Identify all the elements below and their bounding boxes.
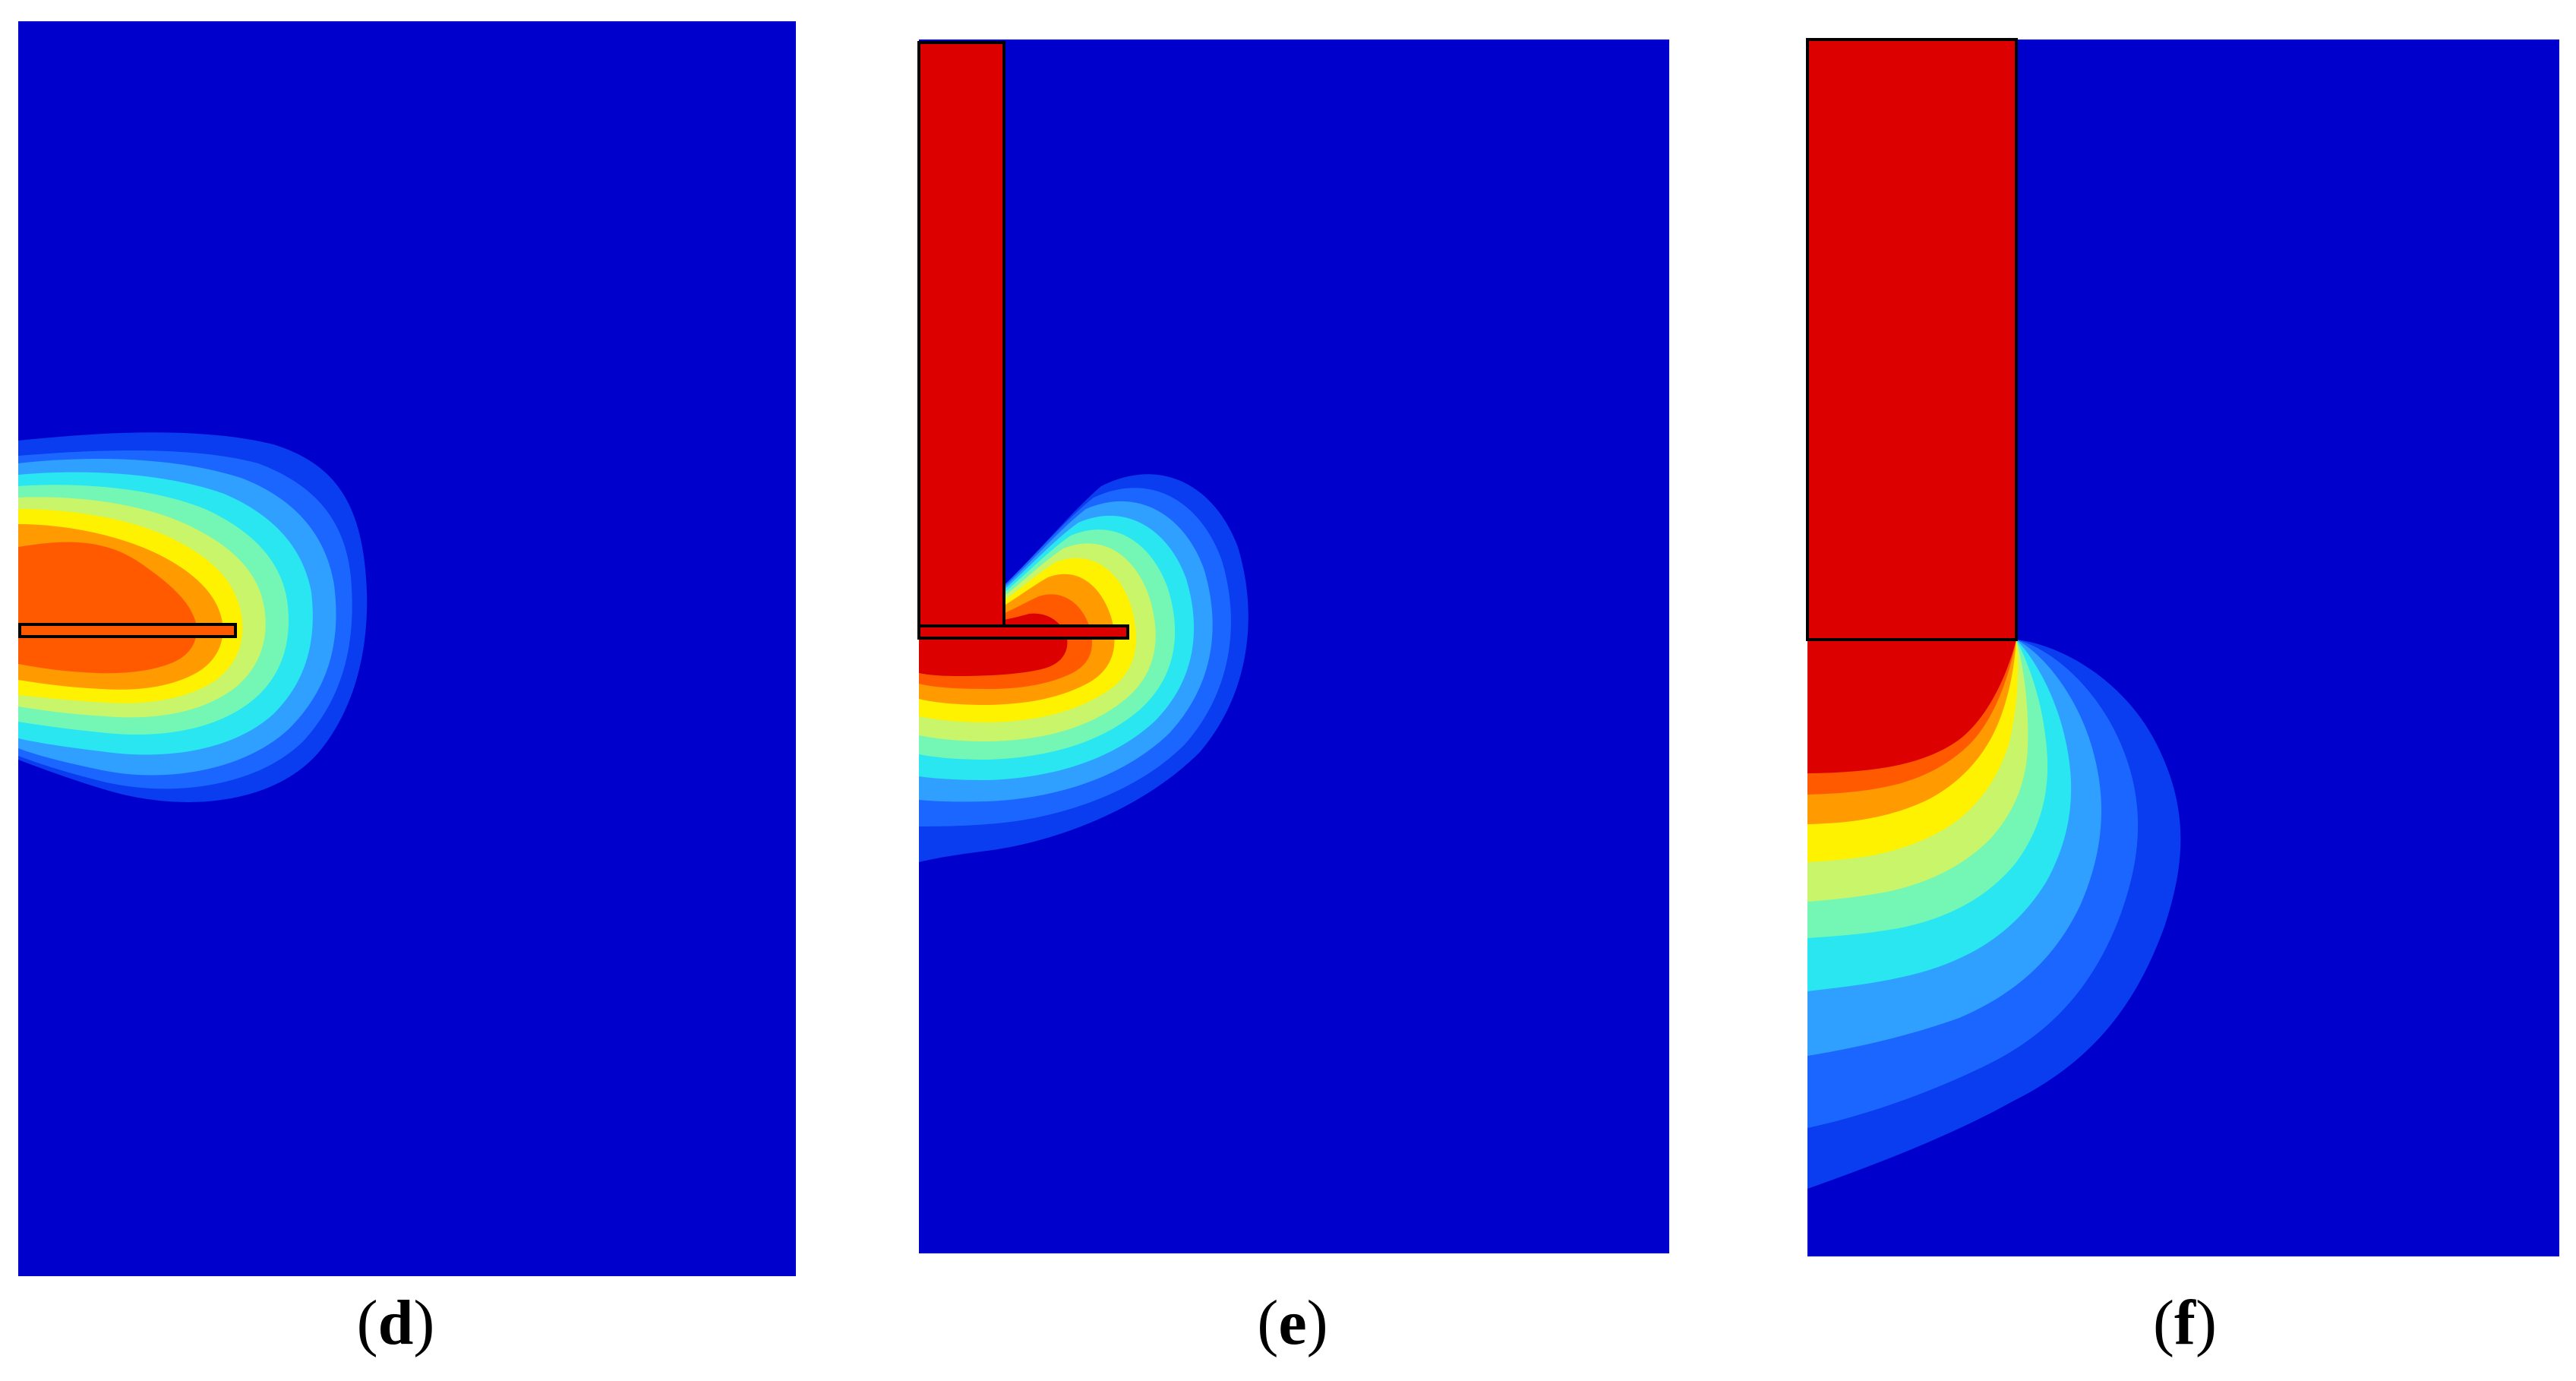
panel-f-block (1806, 38, 2018, 641)
panel-d-plot (18, 21, 796, 1276)
caption-d-letter: d (377, 1288, 414, 1358)
panel-d-plate (18, 623, 237, 638)
caption-f-close: ) (2195, 1288, 2217, 1358)
panel-e-plot (917, 40, 1669, 1253)
panel-e-wall (917, 41, 1005, 627)
caption-d: (d) (320, 1291, 472, 1355)
caption-d-close: ) (413, 1288, 435, 1358)
panel-f-plot (1806, 38, 2559, 1256)
caption-f-letter: f (2174, 1288, 2196, 1358)
caption-e: (e) (1217, 1291, 1368, 1355)
panel-e-plate (917, 624, 1129, 640)
caption-f-open: ( (2153, 1288, 2174, 1358)
caption-e-close: ) (1306, 1288, 1328, 1358)
caption-d-open: ( (356, 1288, 378, 1358)
caption-e-open: ( (1257, 1288, 1279, 1358)
caption-e-letter: e (1278, 1288, 1307, 1358)
caption-f: (f) (2109, 1291, 2261, 1355)
